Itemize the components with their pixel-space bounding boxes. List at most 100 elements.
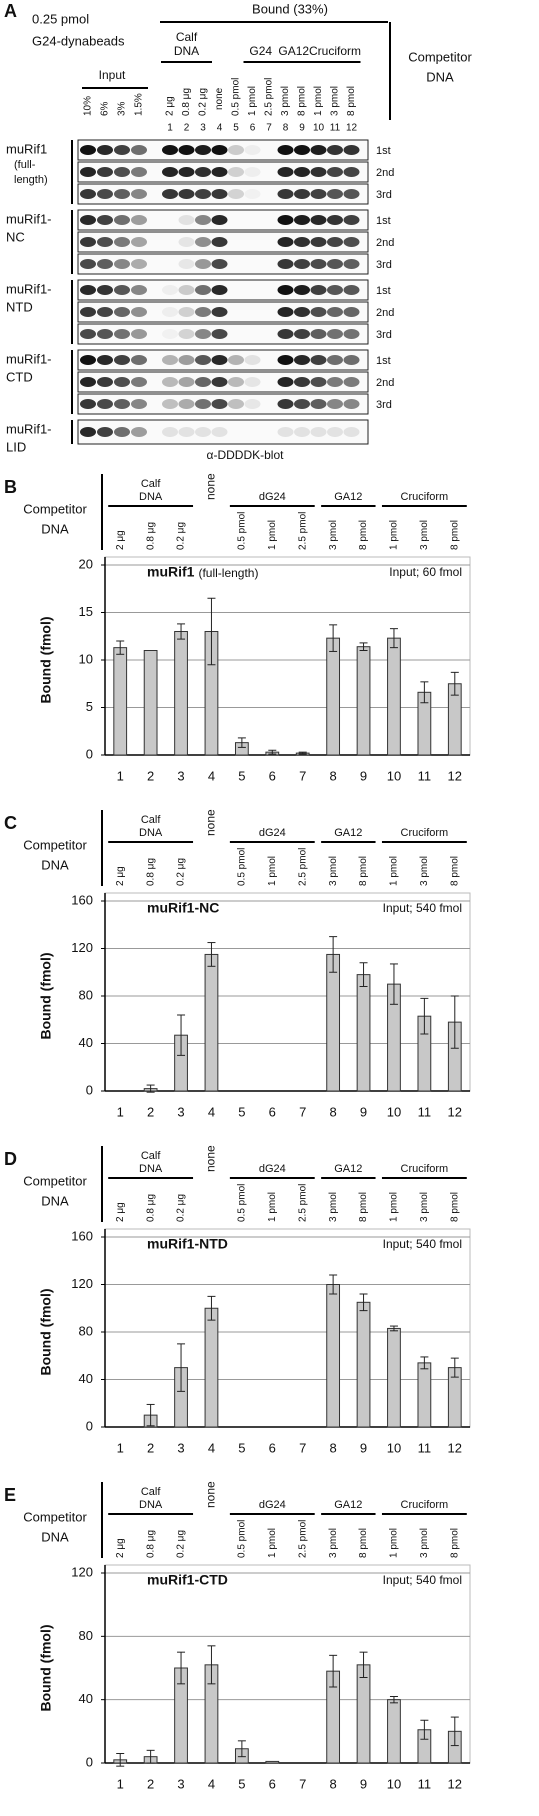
blot-band bbox=[228, 145, 244, 155]
blot-band bbox=[195, 307, 211, 317]
lane-label: 0.2 μg bbox=[176, 522, 187, 550]
x-tick-label: 3 bbox=[177, 1776, 184, 1791]
blot-band bbox=[195, 427, 211, 437]
lane-label: none bbox=[204, 1481, 218, 1508]
protein-label: NTD bbox=[6, 299, 33, 314]
blot-band bbox=[162, 329, 178, 339]
x-tick-label: 11 bbox=[418, 1440, 432, 1455]
lane-label: 0.5 pmol bbox=[237, 1184, 248, 1222]
y-axis-label: Bound (fmol) bbox=[38, 1624, 54, 1711]
protein-label: (full- bbox=[14, 159, 36, 171]
blot-band bbox=[327, 285, 343, 295]
lane-label: 1 pmol bbox=[267, 1192, 278, 1222]
x-tick-label: 11 bbox=[418, 1104, 432, 1119]
blot-band bbox=[343, 399, 360, 409]
chart-title: muRif1-NC bbox=[147, 900, 219, 916]
x-tick-label: 5 bbox=[238, 1776, 245, 1791]
blot-band bbox=[80, 399, 96, 409]
blot-band bbox=[178, 167, 195, 177]
lane-label: 3 pmol bbox=[328, 520, 339, 550]
lane-label: 2 μg bbox=[115, 1202, 126, 1222]
bar bbox=[113, 647, 128, 756]
blot-band bbox=[178, 285, 195, 295]
bar bbox=[356, 1664, 371, 1764]
blot-band bbox=[162, 285, 178, 295]
row-label: 3rd bbox=[376, 399, 392, 411]
x-tick-label: 8 bbox=[330, 1104, 337, 1119]
y-tick-label: 0 bbox=[86, 1754, 93, 1769]
blot-band bbox=[211, 145, 228, 155]
blot-band bbox=[277, 427, 294, 437]
group-label: G24 bbox=[249, 44, 272, 58]
lane-label: 2.5 pmol bbox=[297, 848, 308, 886]
blot-band bbox=[114, 399, 130, 409]
group-label: Cruciform bbox=[309, 44, 361, 58]
lane-label: 0.8 μg bbox=[145, 522, 156, 550]
blot-band bbox=[277, 145, 294, 155]
x-tick-label: 9 bbox=[360, 768, 367, 783]
blot-band bbox=[80, 329, 96, 339]
x-tick-label: 1 bbox=[117, 768, 124, 783]
x-tick-label: 7 bbox=[299, 768, 306, 783]
blot-band bbox=[195, 167, 211, 177]
blot-band bbox=[97, 167, 113, 177]
x-tick-label: 9 bbox=[360, 1440, 367, 1455]
blot-band bbox=[294, 215, 310, 225]
bar bbox=[204, 953, 219, 1092]
plot-frame bbox=[104, 892, 471, 1092]
group-label: GA12 bbox=[334, 1163, 362, 1175]
row-label: 3rd bbox=[376, 259, 392, 271]
competitor-label: Competitor bbox=[23, 1173, 87, 1188]
blot-band bbox=[294, 189, 310, 199]
row-label: 2nd bbox=[376, 307, 394, 319]
blot-band bbox=[131, 399, 147, 409]
blot-band bbox=[294, 167, 310, 177]
y-tick-label: 0 bbox=[86, 1082, 93, 1097]
blot-band bbox=[114, 215, 130, 225]
lane-label: 0.2 μg bbox=[176, 1530, 187, 1558]
blot-band bbox=[97, 399, 113, 409]
row-label: 2nd bbox=[376, 377, 394, 389]
blot-band bbox=[343, 145, 360, 155]
y-tick-label: 120 bbox=[71, 1564, 93, 1579]
blot-band bbox=[310, 355, 327, 365]
blot-band bbox=[310, 285, 327, 295]
group-label: DNA bbox=[139, 1163, 163, 1175]
blot-band bbox=[195, 237, 211, 247]
x-tick-label: 12 bbox=[448, 768, 462, 783]
blot-band bbox=[97, 215, 113, 225]
blot-band bbox=[80, 427, 96, 437]
blot-band bbox=[211, 427, 228, 437]
bar bbox=[387, 1327, 401, 1428]
blot-band bbox=[277, 237, 294, 247]
blot-band bbox=[178, 189, 195, 199]
x-tick-label: 7 bbox=[299, 1776, 306, 1791]
blot-band bbox=[97, 145, 113, 155]
protein-label: CTD bbox=[6, 369, 33, 384]
row-label: 1st bbox=[376, 145, 391, 157]
x-tick-label: 8 bbox=[330, 1440, 337, 1455]
x-tick-label: 6 bbox=[269, 768, 276, 783]
row-label: 1st bbox=[376, 215, 391, 227]
lane-label: 3 pmol bbox=[280, 86, 291, 116]
group-label: DNA bbox=[139, 827, 163, 839]
blot-band bbox=[162, 307, 178, 317]
lane-label: 0.5 pmol bbox=[237, 1520, 248, 1558]
blot-band bbox=[343, 215, 360, 225]
blot-band bbox=[310, 427, 327, 437]
lane-number: 8 bbox=[283, 123, 289, 134]
blot-band bbox=[244, 145, 261, 155]
blot-band bbox=[343, 355, 360, 365]
blot-band bbox=[195, 259, 211, 269]
blot-band bbox=[211, 189, 228, 199]
lane-number: 1 bbox=[167, 123, 173, 134]
lane-label: 8 pmol bbox=[297, 86, 308, 116]
blot-band bbox=[195, 355, 211, 365]
x-tick-label: 9 bbox=[360, 1776, 367, 1791]
blot-band bbox=[294, 427, 310, 437]
blot-band bbox=[114, 189, 130, 199]
plot-frame bbox=[104, 1564, 471, 1764]
x-tick-label: 12 bbox=[448, 1776, 462, 1791]
group-label: Calf bbox=[141, 1150, 162, 1162]
blot-band bbox=[310, 145, 327, 155]
